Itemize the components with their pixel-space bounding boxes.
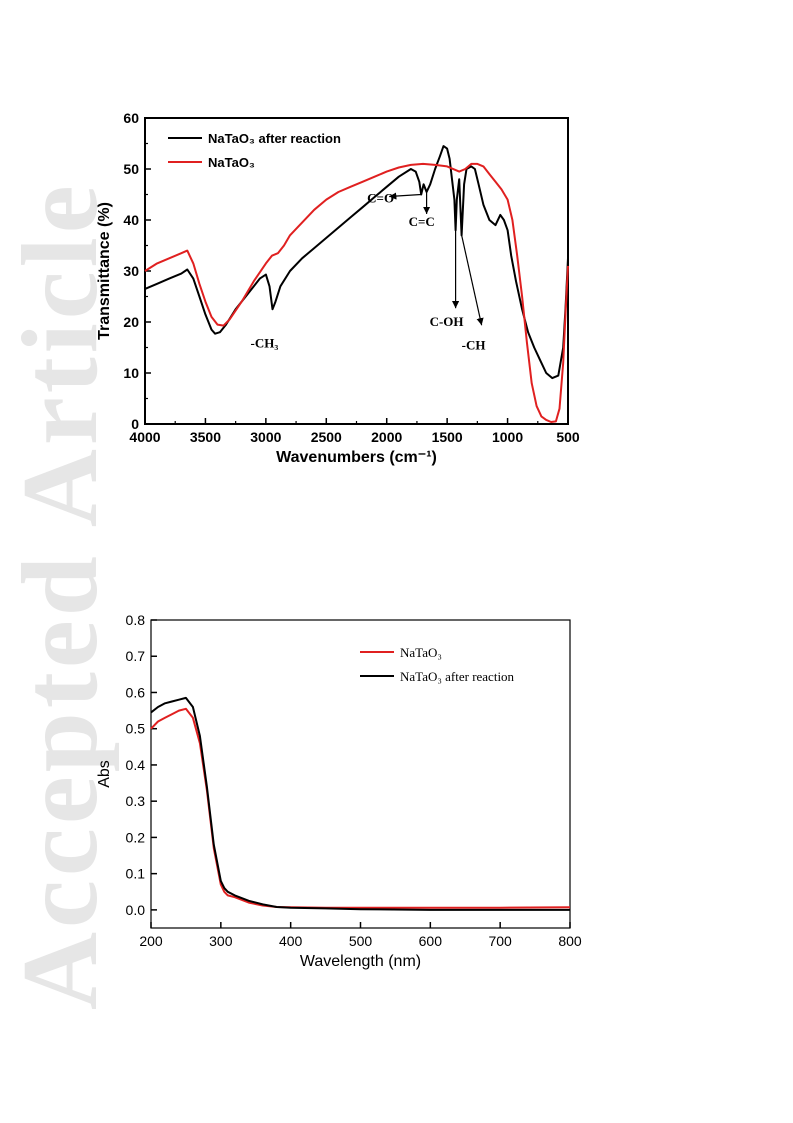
series-line-1 — [150, 696, 570, 911]
x-tick-label: 2000 — [371, 429, 402, 445]
x-tick-label: 400 — [279, 933, 303, 949]
y-tick-label: 0.7 — [126, 648, 146, 664]
y-tick-label: 50 — [123, 161, 139, 177]
annotation-arrow — [389, 192, 422, 200]
y-tick-label: 0.2 — [126, 829, 146, 845]
x-tick-label: 3500 — [190, 429, 221, 445]
x-tick-label: 500 — [556, 429, 580, 445]
y-tick-label: 30 — [123, 263, 139, 279]
x-tick-label: 700 — [488, 933, 512, 949]
y-tick-label: 0 — [131, 416, 139, 432]
x-tick-label: 300 — [209, 933, 233, 949]
y-tick-label: 0.0 — [126, 902, 146, 918]
annotation-label: C-OH — [430, 314, 464, 329]
annotation-label: C=O — [367, 191, 394, 206]
y-tick-label: 20 — [123, 314, 139, 330]
x-tick-label: 3000 — [250, 429, 281, 445]
x-tick-label: 4000 — [129, 429, 160, 445]
annotation-arrow — [461, 235, 484, 326]
x-tick-label: 800 — [558, 933, 582, 949]
legend-entry: NaTaO₃ after reaction — [208, 131, 341, 146]
series-line-0 — [150, 707, 571, 909]
x-tick-label: 200 — [139, 933, 163, 949]
y-axis-title: Abs — [96, 760, 113, 788]
x-tick-label: 1500 — [432, 429, 463, 445]
legend-entry: NaTaO₃ — [208, 155, 255, 170]
y-tick-label: 0.6 — [126, 684, 146, 700]
y-tick-label: 0.8 — [126, 612, 146, 628]
x-tick-label: 600 — [419, 933, 443, 949]
legend-entry: NaTaO₃ after reaction — [400, 669, 515, 684]
x-axis-title: Wavelength (nm) — [300, 953, 421, 970]
ftir-chart: 4000 3500 3000 2500 2000 1500 1000 500 0 10 20 30 40… — [96, 110, 580, 466]
legend-entry: NaTaO₃ — [400, 645, 442, 660]
x-axis-title: Wavenumbers (cm⁻¹) — [276, 449, 437, 466]
y-axis-title: Transmittance (%) — [96, 202, 113, 340]
y-tick-label: 0.4 — [126, 757, 146, 773]
x-tick-label: 2500 — [311, 429, 342, 445]
annotation-label: -CH — [462, 337, 486, 352]
plot-frame — [150, 619, 571, 929]
x-tick-label: 500 — [349, 933, 373, 949]
y-tick-label: 0.3 — [126, 793, 146, 809]
y-tick-label: 10 — [123, 365, 139, 381]
y-tick-label: 0.1 — [126, 866, 146, 882]
y-tick-label: 60 — [123, 110, 139, 126]
series-line-1 — [144, 162, 569, 423]
annotation-label: C=C — [409, 214, 435, 229]
y-tick-label: 40 — [123, 212, 139, 228]
annotation-label: -CH₃ — [251, 335, 279, 350]
x-tick-label: 1000 — [492, 429, 523, 445]
y-tick-label: 0.5 — [126, 721, 146, 737]
